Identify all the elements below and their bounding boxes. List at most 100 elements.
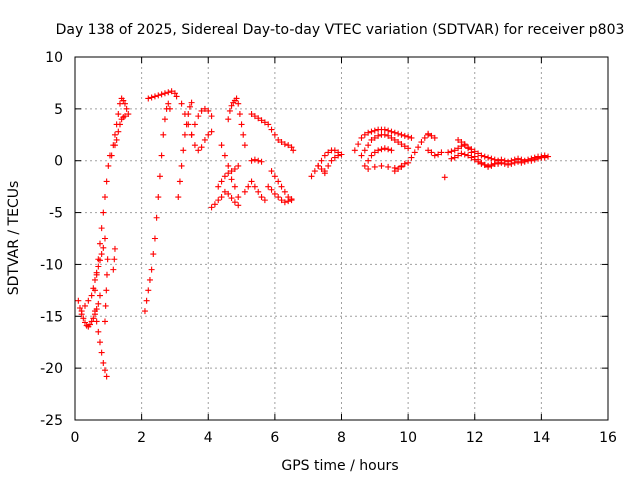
data-point-marker (255, 115, 262, 122)
data-point-marker (355, 141, 362, 148)
data-point-marker (96, 240, 103, 247)
data-point-marker (405, 159, 412, 166)
data-point-marker (75, 297, 82, 304)
data-point-marker (388, 128, 395, 135)
data-point-marker (240, 131, 247, 138)
series-PRN-ad (365, 131, 432, 173)
data-point-marker (351, 147, 358, 154)
data-point-marker (78, 308, 85, 315)
data-point-marker (145, 95, 152, 102)
series-PRN-ab (358, 131, 412, 159)
data-point-marker (178, 100, 185, 107)
data-point-marker (488, 162, 495, 169)
data-point-marker (485, 163, 492, 170)
data-point-marker (418, 139, 425, 146)
data-point-marker (401, 143, 408, 150)
data-point-marker (96, 339, 103, 346)
data-point-marker (455, 152, 462, 159)
data-point-marker (448, 148, 455, 155)
data-point-marker (511, 159, 518, 166)
data-point-marker (391, 136, 398, 143)
data-point-marker (401, 160, 408, 167)
data-point-marker (103, 271, 110, 278)
series-PRN-d (91, 152, 113, 294)
series-PRN-z (321, 151, 345, 175)
data-point-marker (191, 142, 198, 149)
data-point-marker (100, 209, 107, 216)
data-point-marker (438, 149, 445, 156)
data-point-marker (208, 204, 215, 211)
data-point-marker (408, 154, 415, 161)
data-point-marker (95, 300, 102, 307)
data-point-marker (441, 174, 448, 181)
data-point-marker (158, 152, 165, 159)
data-point-marker (111, 245, 118, 252)
data-point-marker (165, 89, 172, 96)
data-point-marker (95, 263, 102, 270)
data-point-marker (175, 194, 182, 201)
data-point-marker (221, 173, 228, 180)
data-point-marker (528, 157, 535, 164)
data-point-marker (361, 162, 368, 169)
data-point-marker (405, 133, 412, 140)
data-point-marker (91, 287, 98, 294)
data-point-marker (93, 318, 100, 325)
data-point-marker (191, 121, 198, 128)
data-points (75, 88, 552, 380)
data-point-marker (335, 152, 342, 159)
data-point-marker (123, 105, 130, 112)
data-point-marker (378, 146, 385, 153)
data-point-marker (398, 141, 405, 148)
data-point-marker (465, 145, 472, 152)
data-point-marker (103, 287, 110, 294)
data-point-marker (428, 149, 435, 156)
data-point-marker (98, 225, 105, 232)
data-point-marker (378, 162, 385, 169)
data-point-marker (238, 121, 245, 128)
data-point-marker (395, 130, 402, 137)
data-point-marker (505, 161, 512, 168)
data-point-marker (518, 159, 525, 166)
series-PRN-aa (351, 126, 415, 154)
data-point-marker (228, 168, 235, 175)
data-point-marker (358, 134, 365, 141)
x-tick-label: 16 (599, 430, 617, 446)
data-point-marker (101, 235, 108, 242)
data-point-marker (178, 162, 185, 169)
data-point-marker (228, 195, 235, 202)
data-point-marker (121, 113, 128, 120)
data-point-marker (275, 194, 282, 201)
series-PRN-g (108, 95, 132, 159)
data-point-marker (225, 190, 232, 197)
data-point-marker (103, 373, 110, 380)
data-point-marker (141, 308, 148, 315)
data-point-marker (398, 162, 405, 169)
data-point-marker (81, 302, 88, 309)
data-point-marker (233, 95, 240, 102)
data-point-marker (455, 145, 462, 152)
data-point-marker (368, 152, 375, 159)
data-point-marker (385, 132, 392, 139)
series-PRN-t (248, 111, 272, 128)
y-tick-label: -5 (49, 206, 63, 222)
series-PRN-am (495, 153, 552, 168)
data-point-marker (245, 183, 252, 190)
data-point-marker (235, 100, 242, 107)
y-tick-label: -25 (40, 413, 63, 429)
data-point-marker (368, 128, 375, 135)
data-point-marker (541, 154, 548, 161)
data-point-marker (375, 147, 382, 154)
data-point-marker (315, 162, 322, 169)
data-point-marker (451, 154, 458, 161)
series-PRN-ae (391, 160, 408, 175)
data-point-marker (425, 147, 432, 154)
data-point-marker (111, 142, 118, 149)
series-PRN-e (101, 256, 111, 325)
data-point-marker (501, 160, 508, 167)
data-point-marker (271, 131, 278, 138)
data-point-marker (98, 349, 105, 356)
data-point-marker (411, 149, 418, 156)
data-point-marker (96, 292, 103, 299)
data-point-marker (361, 147, 368, 154)
